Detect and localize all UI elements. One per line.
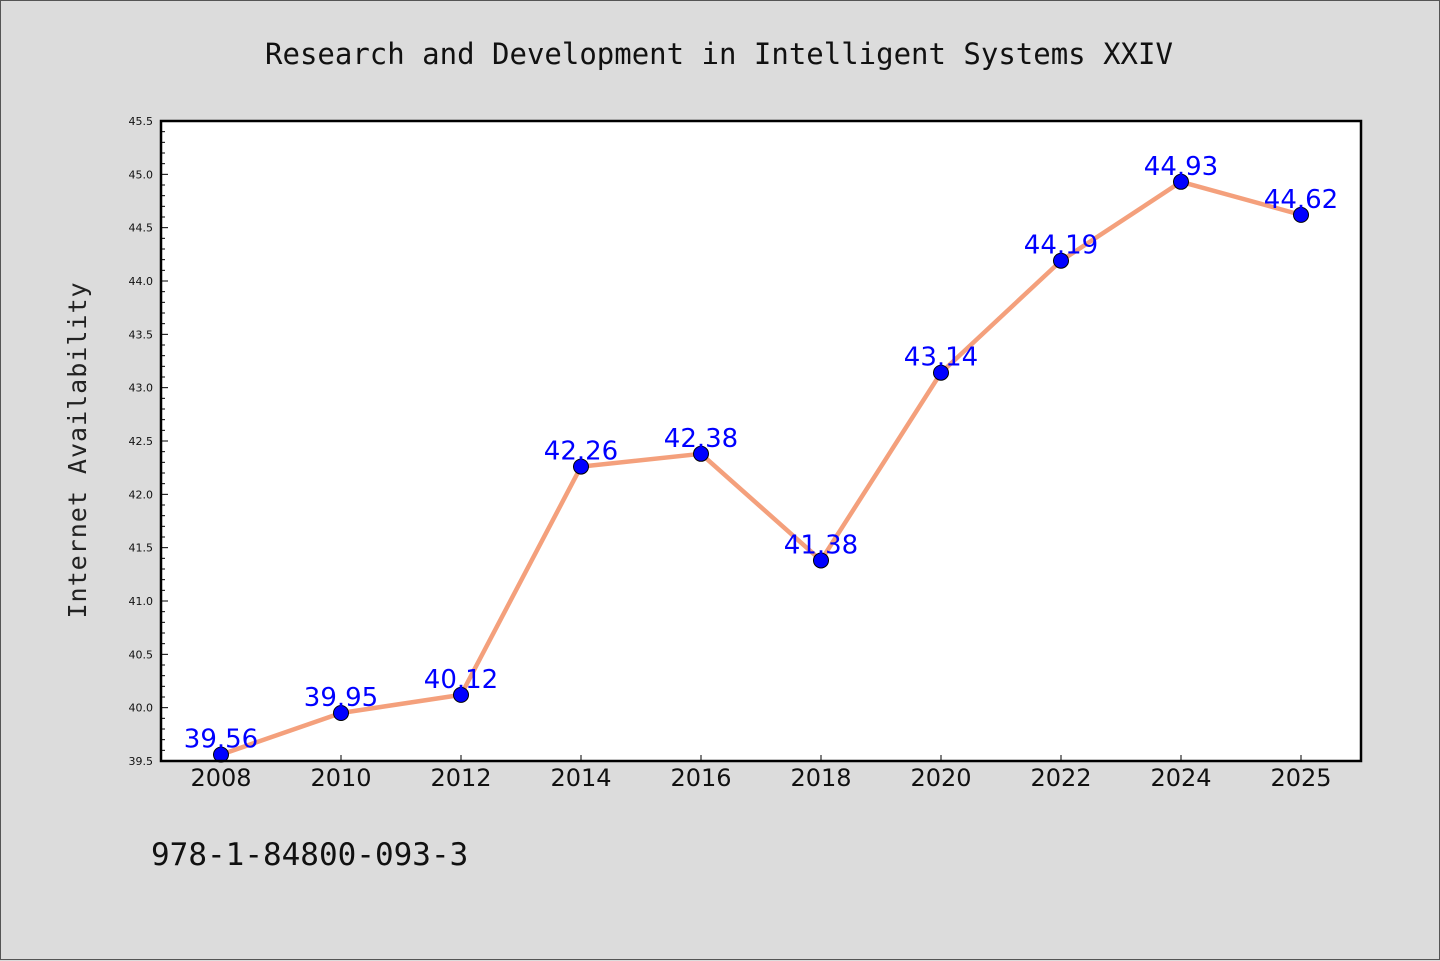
data-label: 41.38 <box>784 530 858 560</box>
data-point <box>573 458 589 475</box>
x-tick-label: 2025 <box>1270 764 1331 792</box>
x-tick-label: 2012 <box>430 764 491 792</box>
y-axis-label: Internet Availability <box>63 281 92 618</box>
data-label: 43.14 <box>904 343 978 373</box>
x-axis: 2008 2010 2012 2014 2016 2018 2020 2022 2024 2025 <box>190 755 1332 792</box>
x-tick-label: 2016 <box>670 764 731 792</box>
data-labels: 39.56 39.95 40.12 42.26 42.38 41.38 43.14 44.19… <box>184 152 1338 755</box>
x-tick-label: 2024 <box>1150 764 1211 792</box>
y-tick-label: 45.0 <box>129 168 154 181</box>
data-label: 39.95 <box>304 683 378 713</box>
y-tick-label: 45.5 <box>129 115 154 128</box>
y-tick-label: 43.5 <box>129 328 154 341</box>
x-tick-label: 2008 <box>190 764 251 792</box>
data-label: 44.19 <box>1024 231 1098 261</box>
data-point <box>1053 252 1069 269</box>
y-tick-label: 44.0 <box>129 275 154 288</box>
data-label: 39.56 <box>184 725 258 755</box>
y-tick-label: 40.5 <box>129 648 154 661</box>
data-point <box>813 552 829 569</box>
series-layer <box>213 173 1309 763</box>
plot-frame <box>159 119 1363 763</box>
data-label: 44.62 <box>1264 185 1338 215</box>
y-tick-label: 42.5 <box>129 435 154 448</box>
y-tick-label: 39.5 <box>129 755 154 768</box>
data-point <box>1173 173 1189 190</box>
data-point <box>453 686 469 703</box>
chart-title: Research and Development in Intelligent … <box>265 37 1173 71</box>
y-tick-label: 43.0 <box>129 382 154 395</box>
y-tick-label: 41.0 <box>129 595 154 608</box>
y-tick-label: 44.5 <box>129 222 154 235</box>
data-point <box>1293 206 1309 223</box>
data-point <box>333 705 349 721</box>
x-tick-label: 2014 <box>550 764 611 792</box>
y-tick-label: 42.0 <box>129 488 154 501</box>
plot-area <box>161 121 1361 761</box>
x-tick-label: 2022 <box>1030 764 1091 792</box>
data-point <box>693 445 709 462</box>
x-tick-label: 2020 <box>910 764 971 792</box>
data-label: 40.12 <box>424 665 498 695</box>
y-tick-label: 40.0 <box>129 702 154 715</box>
series-line <box>218 179 1304 757</box>
x-tick-label: 2010 <box>310 764 371 792</box>
data-label: 42.26 <box>544 437 618 467</box>
data-label: 42.38 <box>664 424 738 454</box>
x-tick-label: 2018 <box>790 764 851 792</box>
data-point <box>933 364 949 381</box>
isbn-footer: 978-1-84800-093-3 <box>151 837 468 873</box>
y-tick-label: 41.5 <box>129 542 154 555</box>
data-label: 44.93 <box>1144 152 1218 182</box>
